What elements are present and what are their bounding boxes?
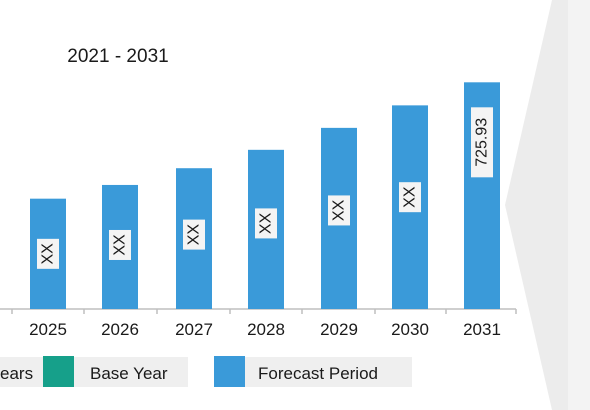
data-label-2029: XX: [328, 195, 350, 226]
data-label-2030: XX: [399, 182, 421, 213]
x-tick-labels-group: 2025 2026 2027 2028 2029 2030 2031: [29, 320, 501, 339]
x-tick-label-2031: 2031: [463, 320, 501, 339]
x-tick-label-2025: 2025: [29, 320, 67, 339]
x-tick-label-2028: 2028: [247, 320, 285, 339]
data-label-box: [328, 195, 350, 226]
x-tick-label-2027: 2027: [175, 320, 213, 339]
legend-label-forecast-period: Forecast Period: [258, 364, 378, 383]
data-label-text: XX: [258, 212, 275, 234]
data-label-text: XX: [331, 199, 348, 221]
x-ticks-group: [11, 309, 517, 314]
data-label-text: XX: [112, 234, 129, 256]
x-tick-label-2030: 2030: [391, 320, 429, 339]
data-label-2025: XX: [37, 238, 59, 269]
data-label-text: XX: [186, 224, 203, 246]
legend-label-base-year: Base Year: [90, 364, 168, 383]
legend-gap: [188, 357, 214, 387]
legend-label-history: ears: [0, 364, 33, 383]
data-label-box: [471, 107, 493, 178]
legend-swatch-forecast-period: [214, 356, 245, 387]
legend: ears Base Year Forecast Period: [0, 356, 412, 387]
data-label-box: [183, 219, 205, 250]
data-label-box: [109, 229, 131, 260]
legend-swatch-base-year: [43, 356, 74, 387]
data-label-text: XX: [40, 243, 57, 265]
data-label-box: [37, 238, 59, 269]
x-tick-label-2029: 2029: [320, 320, 358, 339]
data-label-2031: 725.93: [471, 107, 493, 178]
bars-group: XX XX XX XX XX XX 725.93: [30, 82, 500, 310]
data-label-box: [255, 208, 277, 239]
chart-title: 2021 - 2031: [67, 46, 168, 67]
data-label-2028: XX: [255, 208, 277, 239]
data-label-text: 725.93: [474, 118, 491, 167]
x-tick-label-2026: 2026: [101, 320, 139, 339]
data-label-2027: XX: [183, 219, 205, 250]
data-label-text: XX: [402, 186, 419, 208]
side-panel: [568, 0, 590, 410]
data-label-box: [399, 182, 421, 213]
data-label-2026: XX: [109, 229, 131, 260]
